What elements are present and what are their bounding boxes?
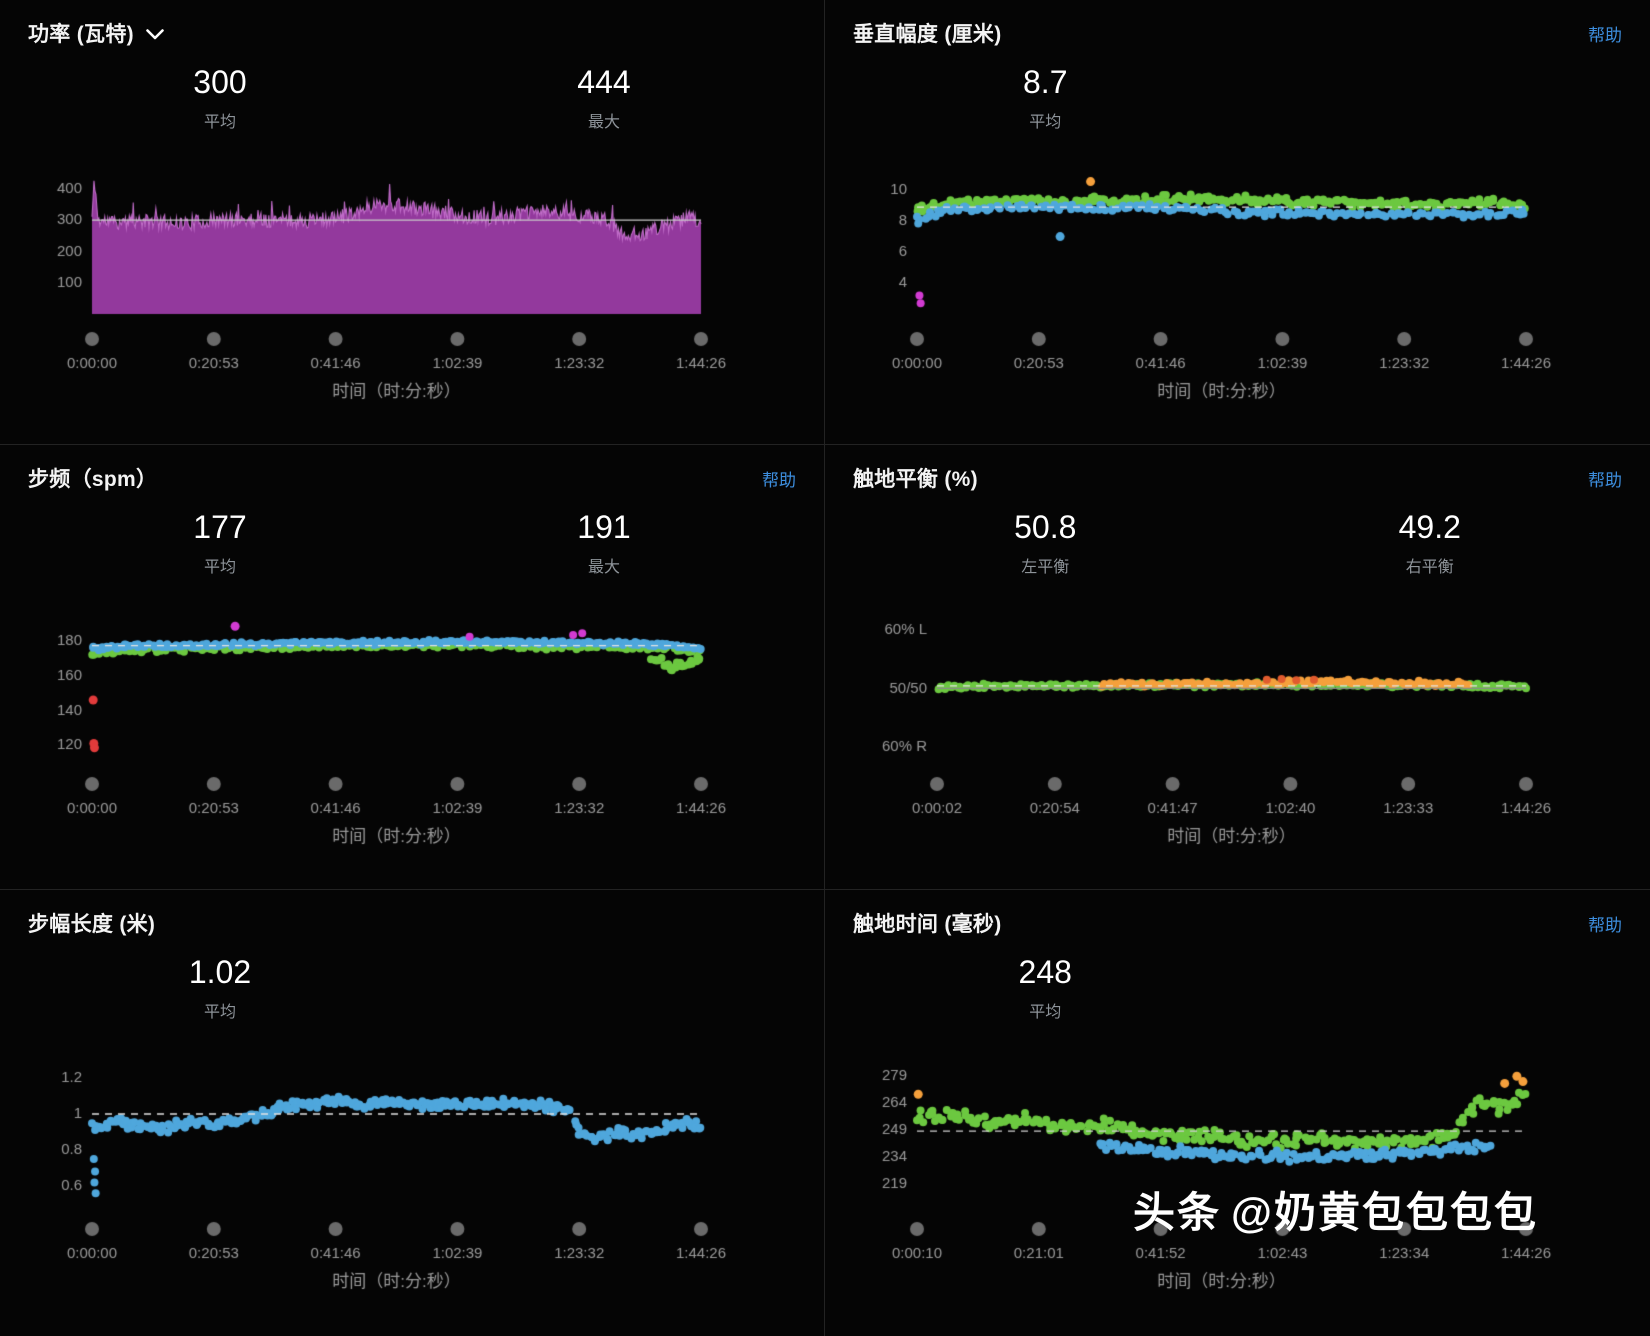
stats-row: 8.7 平均 — [853, 64, 1622, 132]
stats-row: 50.8 左平衡 49.2 右平衡 — [853, 509, 1622, 577]
watermark-brand: 头条 — [1133, 1189, 1222, 1236]
stat-value: 49.2 — [1398, 509, 1461, 545]
stats-row: 248 平均 — [853, 954, 1622, 1022]
help-link[interactable]: 帮助 — [1588, 25, 1622, 45]
stat-label: 右平衡 — [1405, 559, 1454, 576]
stat-max: 191 最大 — [412, 509, 796, 577]
watermark: 头条 @奶黄包包包包 — [1133, 1179, 1538, 1240]
panel-title: 功率 (瓦特) — [28, 23, 134, 46]
stat-value: 8.7 — [1023, 64, 1068, 100]
panel-power: 功率 (瓦特) 300 平均 444 最大 — [0, 0, 825, 445]
stat-max: 444 最大 — [412, 64, 796, 132]
help-link[interactable]: 帮助 — [762, 470, 796, 490]
stat-label: 左平衡 — [1021, 559, 1070, 576]
stat-label: 最大 — [587, 559, 620, 576]
stat-average: 8.7 平均 — [853, 64, 1238, 132]
stats-row: 300 平均 444 最大 — [28, 64, 796, 132]
help-link[interactable]: 帮助 — [1588, 915, 1622, 935]
stat-value: 1.02 — [188, 954, 252, 990]
stat-value: 191 — [577, 509, 631, 545]
stat-value: 50.8 — [1014, 509, 1077, 545]
stat-average: 300 平均 — [28, 64, 412, 132]
stats-row: 1.02 平均 — [28, 954, 796, 1022]
ground-contact-time-chart-canvas[interactable] — [853, 1044, 1622, 1296]
metric-selector-power[interactable]: 功率 (瓦特) — [28, 18, 164, 48]
panel-ground-contact-balance: 触地平衡 (%) 帮助 50.8 左平衡 49.2 右平衡 — [825, 445, 1650, 890]
stat-value: 177 — [193, 509, 247, 545]
stat-right-balance: 49.2 右平衡 — [1238, 509, 1623, 577]
stat-value: 300 — [193, 64, 247, 100]
panel-title: 触地时间 (毫秒) — [853, 913, 1002, 936]
help-link[interactable]: 帮助 — [1588, 470, 1622, 490]
watermark-handle: @奶黄包包包包 — [1231, 1189, 1538, 1236]
stats-row: 177 平均 191 最大 — [28, 509, 796, 577]
panel-vertical-oscillation: 垂直幅度 (厘米) 帮助 8.7 平均 — [825, 0, 1650, 445]
cadence-chart-canvas[interactable] — [28, 599, 797, 851]
stat-value: 248 — [1018, 954, 1072, 990]
stat-average: 248 平均 — [853, 954, 1238, 1022]
panel-title: 垂直幅度 (厘米) — [853, 23, 1002, 46]
stat-value: 444 — [577, 64, 631, 100]
stat-label: 平均 — [1029, 1004, 1062, 1021]
stat-label: 最大 — [587, 114, 620, 131]
panel-title: 步频（spm） — [28, 468, 158, 491]
panel-title: 触地平衡 (%) — [853, 468, 978, 491]
stride-length-chart-canvas[interactable] — [28, 1044, 797, 1296]
power-chart-canvas[interactable] — [28, 154, 797, 406]
chevron-down-icon — [146, 29, 164, 40]
panel-title: 步幅长度 (米) — [28, 913, 156, 936]
panel-ground-contact-time: 触地时间 (毫秒) 帮助 248 平均 — [825, 890, 1650, 1336]
vertical-oscillation-chart-canvas[interactable] — [853, 154, 1622, 406]
ground-contact-balance-chart-canvas[interactable] — [853, 599, 1622, 851]
panel-stride-length: 步幅长度 (米) 1.02 平均 — [0, 890, 825, 1336]
stat-label: 平均 — [203, 114, 236, 131]
stat-label: 平均 — [203, 559, 236, 576]
stat-average: 1.02 平均 — [28, 954, 412, 1022]
panel-cadence: 步频（spm） 帮助 177 平均 191 最大 — [0, 445, 825, 890]
stat-average: 177 平均 — [28, 509, 412, 577]
stat-label: 平均 — [1029, 114, 1062, 131]
stat-label: 平均 — [203, 1004, 236, 1021]
stat-left-balance: 50.8 左平衡 — [853, 509, 1238, 577]
